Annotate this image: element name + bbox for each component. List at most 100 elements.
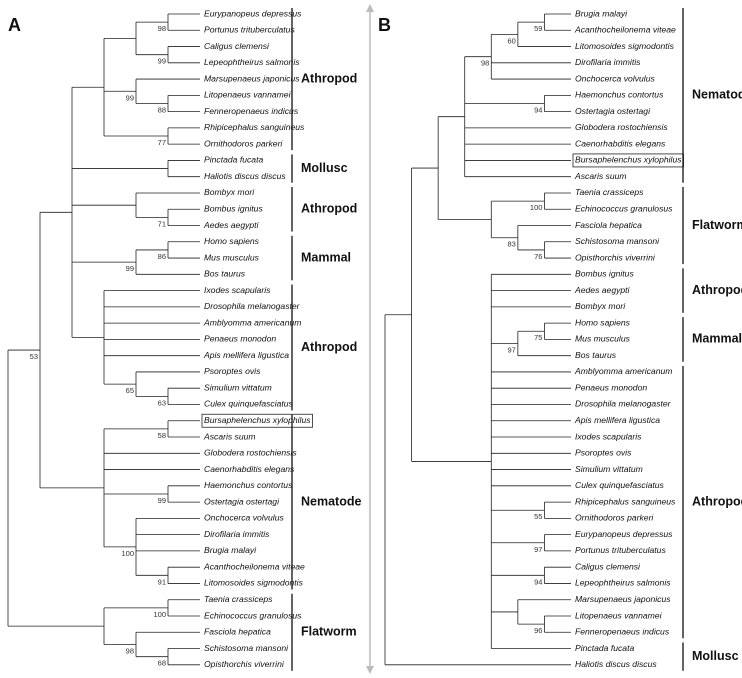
group-label: Mammal (692, 332, 742, 346)
taxon-label: Schistosoma mansoni (575, 236, 660, 246)
taxon-label: Aedes aegypti (574, 285, 631, 295)
taxon-label: Bombyx mori (575, 301, 626, 311)
bootstrap-value: 71 (158, 219, 166, 228)
taxon-label: Psoroptes ovis (575, 448, 632, 458)
taxon-label: Fenneropenaeus indicus (575, 627, 670, 637)
taxon-label: Mus musculus (575, 334, 631, 344)
tree-panel: B Brugia malayi Acanthocheilonema viteae Li… (378, 8, 742, 671)
taxon-label: Homo sapiens (575, 317, 631, 327)
taxon-label: Pinctada fucata (204, 155, 263, 165)
taxon-label: Simulium vittatum (204, 382, 272, 392)
taxon-label: Haemonchus contortus (204, 480, 293, 490)
bootstrap-value: 91 (158, 577, 166, 586)
bootstrap-value: 59 (534, 24, 542, 33)
group-label: Nematode (301, 494, 361, 508)
bootstrap-value: 65 (126, 386, 134, 395)
taxon-label: Onchocerca volvulus (575, 73, 655, 83)
bootstrap-value: 94 (534, 105, 542, 114)
bootstrap-value: 97 (508, 345, 516, 354)
bootstrap-value: 77 (158, 138, 166, 147)
bootstrap-value: 68 (158, 659, 166, 668)
bootstrap-value: 98 (158, 24, 166, 33)
taxon-label: Portunus trituberculatus (204, 25, 295, 35)
group-label: Athropod (301, 202, 357, 216)
taxon-label: Litopenaeus vannamei (204, 90, 292, 100)
taxon-label: Penaeus monodon (204, 334, 276, 344)
taxon-label: Schistosoma mansoni (204, 643, 289, 653)
bootstrap-value: 96 (534, 626, 542, 635)
bootstrap-value: 99 (126, 93, 134, 102)
group-label: Mammal (301, 250, 351, 264)
taxon-label: Echinococcus granulosus (575, 204, 673, 214)
taxon-label: Ascaris suum (574, 171, 627, 181)
taxon-label: Bos taurus (575, 350, 617, 360)
taxon-label: Litomosoides sigmodontis (204, 578, 304, 588)
bootstrap-value: 94 (534, 577, 542, 586)
bootstrap-value: 99 (158, 496, 166, 505)
taxon-label: Brugia malayi (575, 8, 628, 18)
tree-panel: A Eurypanopeus depressus Portunus trituber… (7, 8, 361, 671)
bootstrap-value: 98 (481, 59, 489, 68)
taxon-label: Globodera rostochiensis (204, 448, 297, 458)
taxon-label: Bursaphelenchus xylophilus (204, 415, 311, 425)
taxon-label: Globodera rostochiensis (575, 122, 668, 132)
taxon-label: Bombus ignitus (204, 204, 263, 214)
taxon-label: Eurypanopeus depressus (575, 529, 673, 539)
bootstrap-value: 99 (126, 264, 134, 273)
taxon-label: Taenia crassiceps (575, 187, 644, 197)
bootstrap-value: 58 (158, 431, 166, 440)
taxon-label: Litopenaeus vannamei (575, 610, 663, 620)
bootstrap-value: 60 (508, 36, 516, 45)
taxon-label: Ornithodoros parkeri (575, 513, 654, 523)
taxon-label: Aedes aegypti (203, 220, 260, 230)
bootstrap-value: 63 (158, 398, 166, 407)
taxon-label: Simulium vittatum (575, 464, 643, 474)
taxon-label: Fasciola hepatica (575, 220, 642, 230)
bootstrap-value: 97 (534, 545, 542, 554)
taxon-label: Caenorhabditis elegans (575, 138, 666, 148)
taxon-label: Litomosoides sigmodontis (575, 41, 675, 51)
bootstrap-value: 75 (534, 333, 542, 342)
group-label: Mollusc (301, 161, 348, 175)
bootstrap-value: 88 (158, 105, 166, 114)
panel-label: A (8, 15, 21, 35)
taxon-label: Dirofilaria immitis (575, 57, 641, 67)
highlight-box (201, 413, 313, 428)
taxon-label: Ostertagia ostertagi (204, 496, 280, 506)
taxon-label: Acanthocheilonema viteae (203, 561, 305, 571)
taxon-label: Ostertagia ostertagi (575, 106, 651, 116)
bootstrap-value: 99 (158, 57, 166, 66)
taxon-label: Ornithodoros parkeri (204, 138, 283, 148)
group-label: Athropod (692, 283, 742, 297)
taxon-label: Opisthorchis viverrini (204, 659, 285, 669)
bootstrap-value: 86 (158, 252, 166, 261)
taxon-label: Apis mellifera ligustica (203, 350, 289, 360)
taxon-label: Taenia crassiceps (204, 594, 273, 604)
taxon-label: Ascaris suum (203, 431, 256, 441)
taxon-label: Caligus clemensi (575, 561, 641, 571)
divider (366, 4, 374, 674)
taxon-label: Pinctada fucata (575, 643, 634, 653)
taxon-label: Bombus ignitus (575, 269, 634, 279)
bootstrap-value: 100 (153, 610, 166, 619)
bootstrap-value: 98 (126, 646, 134, 655)
taxon-label: Culex quinquefasciatus (204, 399, 294, 409)
taxon-label: Amblyomma americanum (203, 317, 301, 327)
taxon-label: Echinococcus granulosus (204, 610, 302, 620)
taxon-label: Rhipicephalus sanguineus (204, 122, 305, 132)
taxon-label: Fasciola hepatica (204, 627, 271, 637)
taxon-label: Ixodes scapularis (204, 285, 271, 295)
bootstrap-value: 83 (508, 240, 516, 249)
bootstrap-value: 100 (121, 549, 134, 558)
taxon-label: Acanthocheilonema viteae (574, 25, 676, 35)
taxon-label: Apis mellifera ligustica (574, 415, 660, 425)
taxon-label: Bos taurus (204, 269, 246, 279)
taxon-label: Brugia malayi (204, 545, 257, 555)
taxon-label: Marsupenaeus japonicus (204, 73, 300, 83)
taxon-label: Mus musculus (204, 252, 260, 262)
taxon-label: Eurypanopeus depressus (204, 8, 302, 18)
panel-label: B (378, 15, 391, 35)
taxon-label: Rhipicephalus sanguineus (575, 496, 676, 506)
taxon-label: Homo sapiens (204, 236, 260, 246)
bootstrap-value: 55 (534, 512, 542, 521)
